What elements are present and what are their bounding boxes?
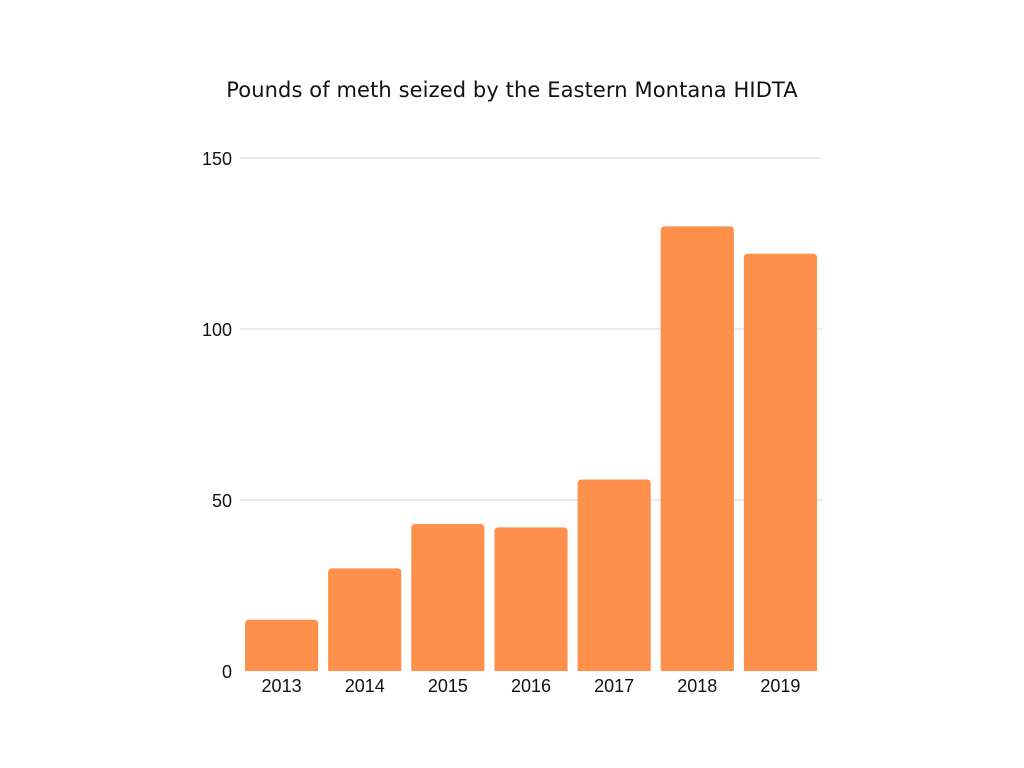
chart-title: Pounds of meth seized by the Eastern Mon… [226,78,798,102]
y-tick-label: 50 [212,491,232,511]
bar-2017 [577,479,651,671]
x-tick-label: 2017 [594,676,634,696]
x-tick-label: 2019 [760,676,800,696]
bar-2014 [328,568,402,671]
x-tick-label: 2016 [511,676,551,696]
bar-2018 [660,226,734,671]
y-tick-label: 0 [222,662,232,682]
x-tick-label: 2018 [677,676,717,696]
bar-2019 [743,253,817,671]
bar-2016 [494,527,568,671]
x-tick-label: 2015 [428,676,468,696]
bar-2015 [411,523,485,671]
y-tick-label: 100 [202,320,232,340]
y-tick-label: 150 [202,149,232,169]
grid-lines [240,157,822,501]
x-tick-label: 2013 [262,676,302,696]
x-axis-ticks: 2013 2014 2015 2016 2017 2018 2019 [262,676,801,696]
x-tick-label: 2014 [345,676,385,696]
bar-2013 [245,619,319,671]
y-axis-ticks: 0 50 100 150 [202,149,232,682]
bars [245,226,817,671]
